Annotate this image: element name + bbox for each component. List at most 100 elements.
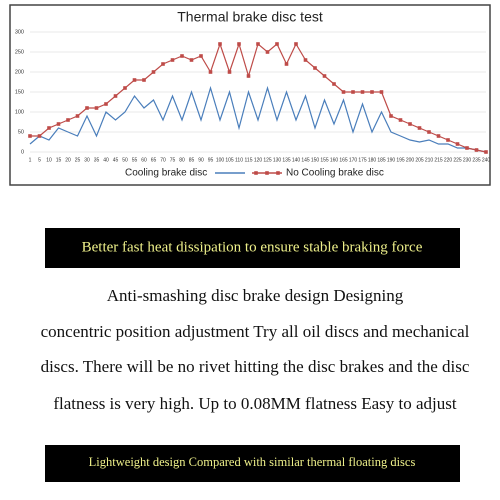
marker (104, 102, 108, 106)
y-tick-label: 200 (15, 69, 24, 75)
marker (85, 106, 89, 110)
x-tick-label: 235 (472, 157, 481, 163)
marker (360, 90, 365, 94)
x-tick-label: 180 (368, 157, 377, 163)
marker (398, 118, 403, 122)
x-tick-label: 45 (113, 157, 119, 163)
x-tick-label: 10 (46, 157, 52, 163)
marker (370, 90, 374, 94)
marker (151, 70, 156, 74)
series-line (29, 85, 487, 153)
x-tick-label: 185 (377, 157, 386, 163)
legend-label: Cooling brake disc (125, 168, 207, 179)
banner-bottom: Lightweight design Compared with similar… (89, 455, 416, 469)
x-tick-label: 175 (358, 157, 367, 163)
x-tick-label: 145 (301, 157, 310, 163)
x-tick-label: 65 (151, 157, 157, 163)
marker (56, 122, 61, 126)
x-tick-label: 100 (216, 157, 225, 163)
x-tick-label: 195 (396, 157, 405, 163)
x-tick-label: 160 (330, 157, 339, 163)
marker (408, 122, 412, 126)
marker (208, 70, 213, 74)
legend-label: No Cooling brake disc (286, 168, 384, 179)
marker (275, 42, 279, 46)
marker (465, 146, 469, 150)
x-tick-label: 170 (349, 157, 358, 163)
x-tick-label: 5 (38, 157, 41, 163)
x-tick-label: 20 (65, 157, 71, 163)
marker (294, 42, 298, 46)
marker (417, 126, 422, 130)
marker (28, 134, 32, 138)
x-tick-label: 140 (292, 157, 301, 163)
x-tick-label: 30 (84, 157, 90, 163)
chart-title: Thermal brake disc test (177, 9, 323, 25)
marker (284, 62, 289, 66)
legend-marker (254, 171, 258, 175)
marker (265, 50, 270, 54)
x-tick-label: 75 (170, 157, 176, 163)
legend-marker (276, 171, 280, 175)
marker (322, 74, 327, 78)
marker (237, 42, 241, 46)
x-tick-label: 150 (311, 157, 320, 163)
x-tick-label: 230 (463, 157, 472, 163)
x-tick-label: 125 (263, 157, 272, 163)
banner-top: Better fast heat dissipation to ensure s… (82, 239, 423, 255)
x-tick-label: 1 (29, 157, 32, 163)
marker (189, 58, 194, 62)
marker (484, 150, 488, 154)
x-tick-label: 120 (254, 157, 263, 163)
x-tick-label: 115 (245, 157, 253, 163)
x-tick-label: 240 (482, 157, 491, 163)
marker (389, 114, 393, 118)
y-tick-label: 0 (21, 149, 24, 155)
x-tick-label: 85 (189, 157, 195, 163)
x-tick-label: 15 (56, 157, 62, 163)
banner-top-bg (45, 228, 460, 268)
marker (446, 138, 450, 142)
marker (313, 66, 317, 70)
x-tick-label: 225 (453, 157, 462, 163)
x-tick-label: 70 (160, 157, 166, 163)
x-tick-label: 95 (208, 157, 214, 163)
marker (474, 148, 479, 152)
paragraph-line: Anti-smashing disc brake design Designin… (107, 286, 404, 305)
marker (94, 106, 99, 110)
paragraph-line: concentric position adjustment Try all o… (41, 322, 470, 341)
marker (246, 74, 251, 78)
marker (227, 70, 232, 74)
y-tick-label: 150 (15, 89, 24, 95)
x-tick-label: 105 (225, 157, 234, 163)
marker (170, 58, 175, 62)
x-tick-label: 220 (444, 157, 453, 163)
paragraph-line: flatness is very high. Up to 0.08MM flat… (53, 394, 457, 413)
paragraph-line: discs. There will be no rivet hitting th… (41, 357, 470, 376)
x-tick-label: 55 (132, 157, 138, 163)
marker (332, 82, 336, 86)
x-tick-label: 135 (282, 157, 291, 163)
marker (66, 118, 70, 122)
legend-marker (265, 171, 269, 175)
marker (142, 78, 146, 82)
marker (303, 58, 308, 62)
marker (379, 90, 384, 94)
marker (161, 62, 165, 66)
marker (180, 54, 184, 58)
marker (427, 130, 431, 134)
x-tick-label: 110 (235, 157, 243, 163)
x-tick-label: 60 (141, 157, 147, 163)
x-tick-label: 90 (198, 157, 204, 163)
marker (351, 90, 355, 94)
marker (123, 86, 127, 90)
marker (199, 54, 203, 58)
x-tick-label: 130 (273, 157, 282, 163)
marker (256, 42, 260, 46)
x-tick-label: 80 (179, 157, 185, 163)
x-tick-label: 200 (406, 157, 415, 163)
x-tick-label: 25 (75, 157, 81, 163)
marker (132, 78, 137, 82)
marker (436, 134, 441, 138)
